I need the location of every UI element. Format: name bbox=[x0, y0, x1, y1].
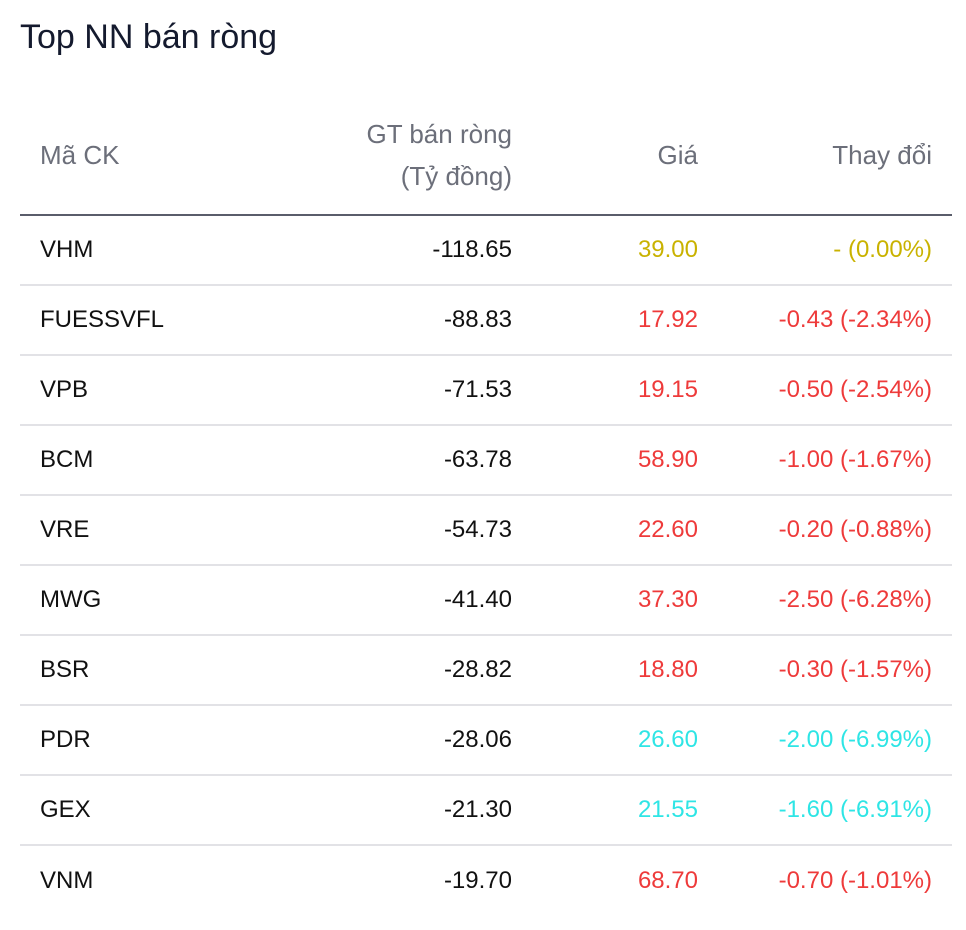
header-net-value[interactable]: GT bán ròng (Tỷ đồng) bbox=[220, 113, 512, 197]
header-price[interactable]: Giá bbox=[657, 140, 698, 170]
table-row[interactable]: VPB -71.53 19.15 -0.50 (-2.54%) bbox=[20, 356, 952, 426]
cell-symbol[interactable]: PDR bbox=[40, 726, 91, 753]
cell-symbol[interactable]: VNM bbox=[40, 867, 94, 894]
cell-change: -0.70 (-1.01%) bbox=[778, 867, 932, 894]
header-net-value-line1: GT bán ròng bbox=[366, 119, 512, 149]
table-row[interactable]: BCM -63.78 58.90 -1.00 (-1.67%) bbox=[20, 426, 952, 496]
cell-price: 21.55 bbox=[637, 796, 698, 823]
table-row[interactable]: BSR -28.82 18.80 -0.30 (-1.57%) bbox=[20, 636, 952, 706]
cell-symbol[interactable]: FUESSVFL bbox=[40, 306, 165, 333]
table-body: VHM -118.65 39.00 - (0.00%) FUESSVFL -88… bbox=[20, 216, 952, 916]
table-row[interactable]: GEX -21.30 21.55 -1.60 (-6.91%) bbox=[20, 776, 952, 846]
table-row[interactable]: VRE -54.73 22.60 -0.20 (-0.88%) bbox=[20, 496, 952, 566]
cell-change: -0.50 (-2.54%) bbox=[778, 376, 932, 403]
cell-net-value: -28.82 bbox=[443, 656, 512, 683]
cell-symbol[interactable]: VHM bbox=[40, 236, 94, 263]
table-row[interactable]: MWG -41.40 37.30 -2.50 (-6.28%) bbox=[20, 566, 952, 636]
cell-net-value: -41.40 bbox=[443, 586, 512, 613]
cell-symbol[interactable]: VRE bbox=[40, 516, 90, 543]
cell-price: 39.00 bbox=[637, 236, 698, 263]
cell-symbol[interactable]: GEX bbox=[40, 796, 91, 823]
cell-net-value: -28.06 bbox=[443, 726, 512, 753]
cell-change: -2.00 (-6.99%) bbox=[778, 726, 932, 753]
cell-price: 37.30 bbox=[637, 586, 698, 613]
header-change[interactable]: Thay đổi bbox=[832, 140, 932, 170]
cell-symbol[interactable]: BSR bbox=[40, 656, 90, 683]
cell-price: 17.92 bbox=[637, 306, 698, 333]
cell-price: 26.60 bbox=[637, 726, 698, 753]
cell-net-value: -71.53 bbox=[443, 376, 512, 403]
header-net-value-line2: (Tỷ đồng) bbox=[400, 161, 512, 191]
cell-net-value: -88.83 bbox=[443, 306, 512, 333]
cell-symbol[interactable]: BCM bbox=[40, 446, 94, 473]
table-row[interactable]: PDR -28.06 26.60 -2.00 (-6.99%) bbox=[20, 706, 952, 776]
widget-title: Top NN bán ròng bbox=[20, 18, 278, 56]
cell-change: -0.43 (-2.34%) bbox=[778, 306, 932, 333]
net-sell-table: Mã CK GT bán ròng (Tỷ đồng) Giá Thay đổi… bbox=[20, 96, 952, 916]
table-header: Mã CK GT bán ròng (Tỷ đồng) Giá Thay đổi bbox=[20, 96, 952, 216]
cell-symbol[interactable]: VPB bbox=[40, 376, 89, 403]
cell-price: 68.70 bbox=[637, 867, 698, 894]
cell-symbol[interactable]: MWG bbox=[40, 586, 102, 613]
table-row[interactable]: VNM -19.70 68.70 -0.70 (-1.01%) bbox=[20, 846, 952, 916]
cell-price: 19.15 bbox=[637, 376, 698, 403]
cell-price: 58.90 bbox=[637, 446, 698, 473]
cell-price: 22.60 bbox=[637, 516, 698, 543]
cell-change: - (0.00%) bbox=[833, 236, 932, 263]
cell-net-value: -21.30 bbox=[443, 796, 512, 823]
cell-change: -2.50 (-6.28%) bbox=[778, 586, 932, 613]
table-row[interactable]: FUESSVFL -88.83 17.92 -0.43 (-2.34%) bbox=[20, 286, 952, 356]
cell-change: -1.60 (-6.91%) bbox=[778, 796, 932, 823]
table-row[interactable]: VHM -118.65 39.00 - (0.00%) bbox=[20, 216, 952, 286]
cell-change: -0.20 (-0.88%) bbox=[778, 516, 932, 543]
cell-change: -0.30 (-1.57%) bbox=[778, 656, 932, 683]
cell-net-value: -19.70 bbox=[443, 867, 512, 894]
cell-net-value: -63.78 bbox=[443, 446, 512, 473]
header-symbol[interactable]: Mã CK bbox=[40, 140, 120, 170]
cell-change: -1.00 (-1.67%) bbox=[778, 446, 932, 473]
cell-net-value: -54.73 bbox=[443, 516, 512, 543]
cell-net-value: -118.65 bbox=[432, 236, 512, 263]
cell-price: 18.80 bbox=[637, 656, 698, 683]
